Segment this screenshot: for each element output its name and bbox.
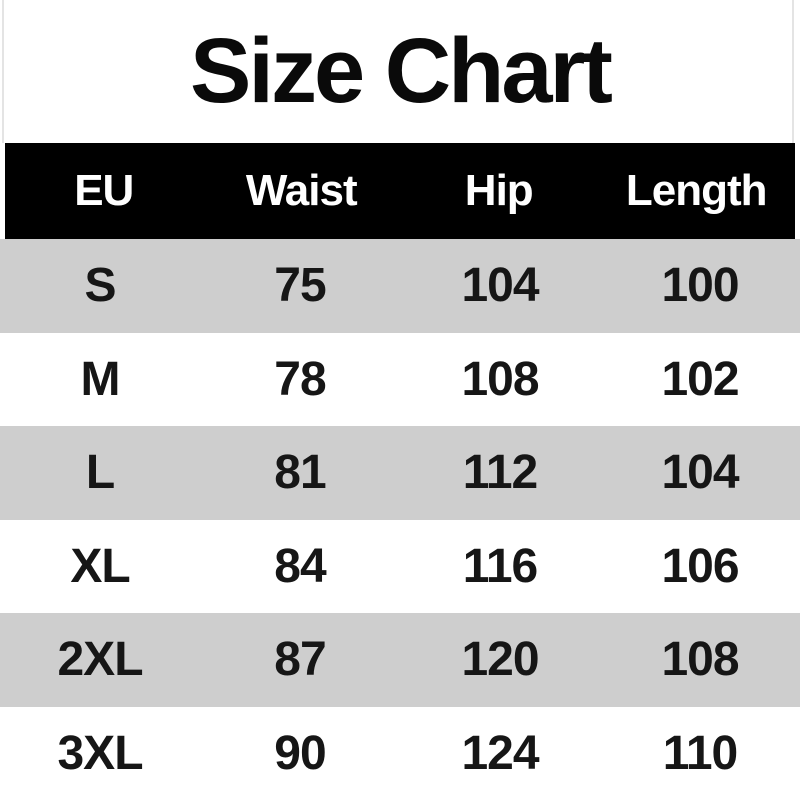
length-value: 106 bbox=[661, 539, 739, 593]
waist-value: 84 bbox=[274, 539, 326, 593]
table-row-m: M 78 108 102 bbox=[0, 332, 800, 426]
size-label: XL bbox=[70, 539, 130, 593]
table-row-l: L 81 112 104 bbox=[0, 426, 800, 520]
size-label: S bbox=[84, 259, 116, 313]
waist-value: 81 bbox=[274, 446, 326, 500]
length-value: 110 bbox=[662, 726, 738, 780]
table-row-2xl: 2XL 87 120 108 bbox=[0, 613, 800, 707]
hip-value: 120 bbox=[461, 633, 539, 687]
waist-value: 90 bbox=[274, 726, 326, 780]
size-label: 3XL bbox=[57, 726, 143, 780]
hip-value: 108 bbox=[461, 352, 539, 406]
page-title: Size Chart bbox=[190, 20, 613, 122]
hip-value: 104 bbox=[461, 259, 539, 313]
size-label: M bbox=[80, 352, 121, 406]
column-header-waist: Waist bbox=[245, 166, 358, 215]
table-row-s: S 75 104 100 bbox=[0, 239, 800, 333]
hip-value: 112 bbox=[462, 446, 538, 500]
length-value: 100 bbox=[661, 259, 739, 313]
length-value: 102 bbox=[661, 352, 739, 406]
left-edge-line bbox=[2, 0, 4, 143]
hip-value: 116 bbox=[462, 539, 538, 593]
column-header-length: Length bbox=[625, 166, 768, 215]
table-row-3xl: 3XL 90 124 110 bbox=[0, 706, 800, 800]
waist-value: 75 bbox=[274, 259, 326, 313]
column-header-eu: EU bbox=[74, 166, 134, 215]
table-row-xl: XL 84 116 106 bbox=[0, 519, 800, 613]
length-value: 108 bbox=[661, 633, 739, 687]
length-value: 104 bbox=[661, 446, 739, 500]
table-header-row: EU Waist Hip Length bbox=[5, 143, 795, 239]
column-header-hip: Hip bbox=[464, 166, 534, 215]
waist-value: 78 bbox=[274, 352, 326, 406]
hip-value: 124 bbox=[461, 726, 539, 780]
size-label: 2XL bbox=[57, 633, 143, 687]
right-edge-line bbox=[792, 0, 794, 143]
size-table: EU Waist Hip Length S 75 104 100 M 78 10… bbox=[0, 143, 800, 800]
size-label: L bbox=[85, 446, 115, 500]
waist-value: 87 bbox=[274, 633, 326, 687]
